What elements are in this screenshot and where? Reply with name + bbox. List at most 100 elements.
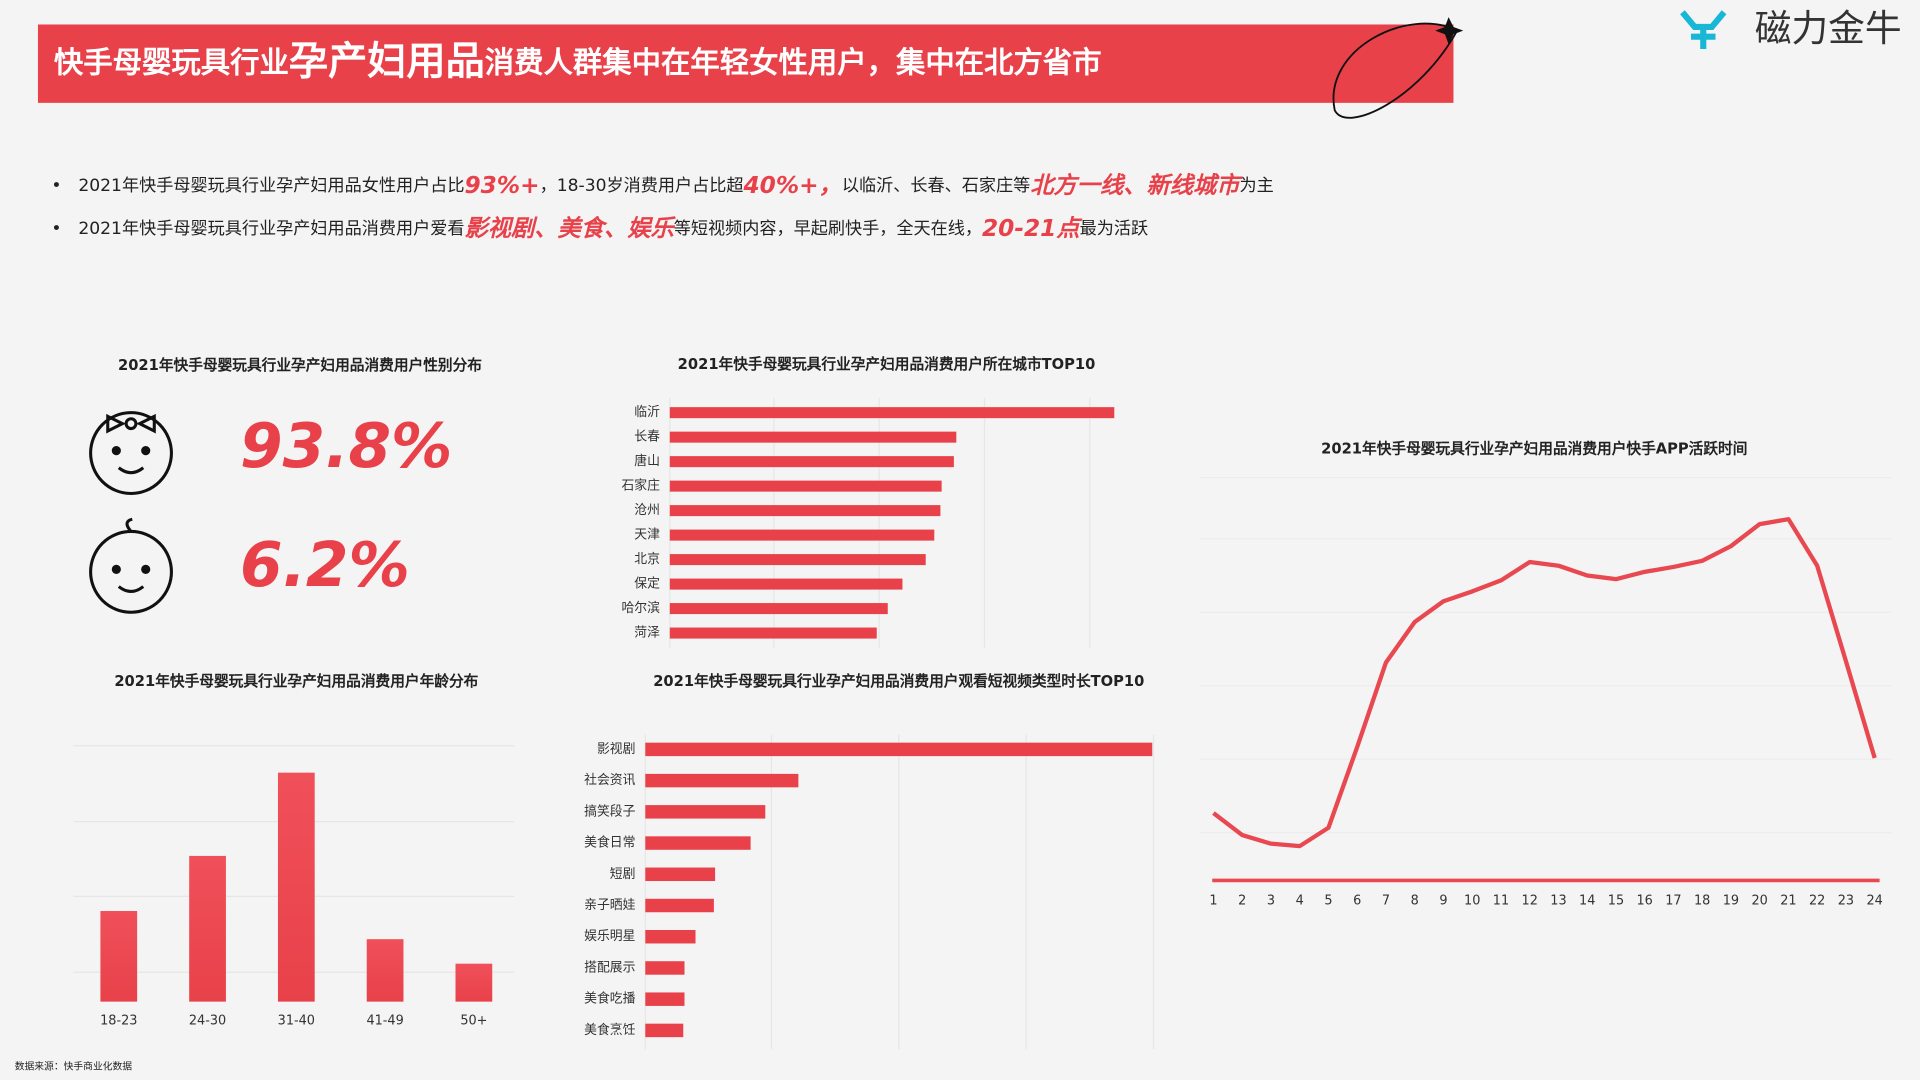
category-label: 北京 [634, 552, 660, 567]
bar [645, 930, 696, 944]
x-tick-label: 9 [1439, 894, 1447, 909]
bullet-text: ，18-30岁消费用户占比超 [540, 176, 744, 196]
category-label: 菏泽 [634, 626, 660, 641]
category-label: 石家庄 [621, 478, 660, 494]
x-tick-label: 17 [1665, 894, 1681, 909]
x-tick-label: 12 [1522, 894, 1538, 909]
bullet: 2021年快手母婴玩具行业孕产妇用品女性用户占比93%+，18-30岁消费用户占… [78, 172, 1273, 199]
x-tick-label: 20 [1752, 894, 1768, 909]
x-tick-label: 7 [1382, 894, 1390, 909]
bar [669, 578, 903, 590]
bullet-text: 最为活跃 [1080, 219, 1149, 239]
bar [669, 431, 957, 443]
bar [669, 480, 942, 492]
category-label: 短剧 [610, 867, 636, 882]
title-part: 消费人群集中在年轻女性用户，集中在北方省市 [485, 45, 1102, 79]
bar [645, 742, 1153, 757]
bar [669, 529, 935, 541]
bullet-highlight: 93%+ [464, 172, 539, 199]
x-tick-label: 18 [1694, 894, 1710, 909]
decor-star [1435, 17, 1464, 45]
category-label: 娱乐明星 [584, 929, 636, 944]
x-tick-label: 24-30 [189, 1014, 226, 1029]
bar [669, 554, 926, 566]
bullet-dot: • [51, 219, 61, 239]
bullet-text: 2021年快手母婴玩具行业孕产妇用品消费用户爱看 [78, 219, 464, 239]
logo-text: 磁力金牛 [1755, 7, 1902, 50]
x-tick-label: 16 [1637, 894, 1653, 909]
bullet-highlight: 影视剧、美食、娱乐 [464, 214, 676, 241]
x-tick-label: 15 [1608, 894, 1624, 909]
x-tick-label: 6 [1353, 894, 1361, 909]
bar [645, 1023, 684, 1038]
bar [645, 961, 685, 975]
x-tick-label: 3 [1267, 894, 1275, 909]
bar [455, 963, 493, 1002]
x-tick-label: 1 [1209, 894, 1217, 909]
bar [645, 805, 766, 819]
x-tick-label: 24 [1867, 894, 1883, 909]
bullet-highlight: 北方一线、新线城市 [1030, 172, 1243, 199]
x-tick-label: 31-40 [278, 1014, 315, 1029]
bar [100, 911, 138, 1002]
title-part: 孕产妇用品 [289, 39, 485, 84]
bar [189, 855, 226, 1002]
category-label: 搞笑段子 [584, 803, 636, 819]
chart-title: 2021年快手母婴玩具行业孕产妇用品消费用户观看短视频类型时长TOP10 [653, 672, 1144, 690]
x-tick-label: 41-49 [366, 1014, 403, 1029]
bullet-text: 2021年快手母婴玩具行业孕产妇用品女性用户占比 [78, 176, 464, 196]
bar [669, 505, 941, 517]
bullet-text: 等短视频内容，早起刷快手，全天在线， [674, 219, 982, 239]
x-tick-label: 11 [1493, 894, 1509, 909]
bar [645, 867, 716, 882]
category-label: 保定 [634, 577, 660, 592]
category-label: 亲子晒娃 [584, 898, 636, 913]
category-label: 哈尔滨 [621, 600, 660, 616]
category-label: 社会资讯 [584, 772, 636, 788]
bar [669, 407, 1115, 419]
bar [366, 939, 404, 1002]
male-icon [89, 517, 173, 614]
category-label: 长春 [634, 430, 660, 445]
x-tick-label: 13 [1550, 894, 1566, 909]
bullet-highlight: 20-21点 [982, 214, 1082, 241]
category-label: 唐山 [634, 453, 660, 469]
category-label: 美食吃播 [584, 991, 636, 1007]
category-label: 临沂 [634, 405, 660, 420]
x-tick-label: 50+ [460, 1014, 487, 1029]
bar [645, 992, 685, 1006]
x-tick-label: 23 [1838, 894, 1854, 909]
bar [669, 456, 954, 468]
bar [645, 836, 751, 850]
category-label: 沧州 [634, 502, 660, 518]
bar [669, 603, 888, 615]
gender-share: 93.8% [240, 411, 452, 482]
x-tick-label: 4 [1296, 894, 1304, 909]
category-label: 美食烹饪 [584, 1022, 636, 1038]
bullet-text: 以临沂、长春、石家庄等 [842, 176, 1030, 196]
x-tick-label: 21 [1780, 894, 1796, 909]
bullet-text: 为主 [1240, 176, 1274, 196]
chart-title: 2021年快手母婴玩具行业孕产妇用品消费用户快手APP活跃时间 [1321, 439, 1747, 457]
chart-title: 2021年快手母婴玩具行业孕产妇用品消费用户所在城市TOP10 [678, 355, 1096, 373]
bullet-highlight: 40%+， [742, 172, 841, 199]
page-title: 快手母婴玩具行业孕产妇用品消费人群集中在年轻女性用户，集中在北方省市 [54, 39, 1102, 84]
chart-title: 2021年快手母婴玩具行业孕产妇用品消费用户年龄分布 [114, 672, 478, 690]
bar [645, 773, 799, 788]
line-series [1212, 517, 1877, 849]
x-tick-label: 10 [1464, 894, 1480, 909]
x-tick-label: 5 [1324, 894, 1332, 909]
decor-swoosh [1332, 22, 1458, 119]
x-tick-label: 18-23 [100, 1014, 137, 1029]
bar [645, 898, 714, 913]
category-label: 影视剧 [597, 742, 636, 757]
category-label: 美食日常 [584, 835, 635, 851]
title-part: 快手母婴玩具行业 [54, 45, 289, 79]
x-tick-label: 2 [1238, 894, 1246, 909]
x-tick-label: 19 [1723, 894, 1739, 909]
category-label: 搭配展示 [584, 959, 636, 975]
bullet: 2021年快手母婴玩具行业孕产妇用品消费用户爱看影视剧、美食、娱乐等短视频内容，… [78, 214, 1148, 241]
x-tick-label: 8 [1411, 894, 1419, 909]
bar [669, 627, 877, 639]
